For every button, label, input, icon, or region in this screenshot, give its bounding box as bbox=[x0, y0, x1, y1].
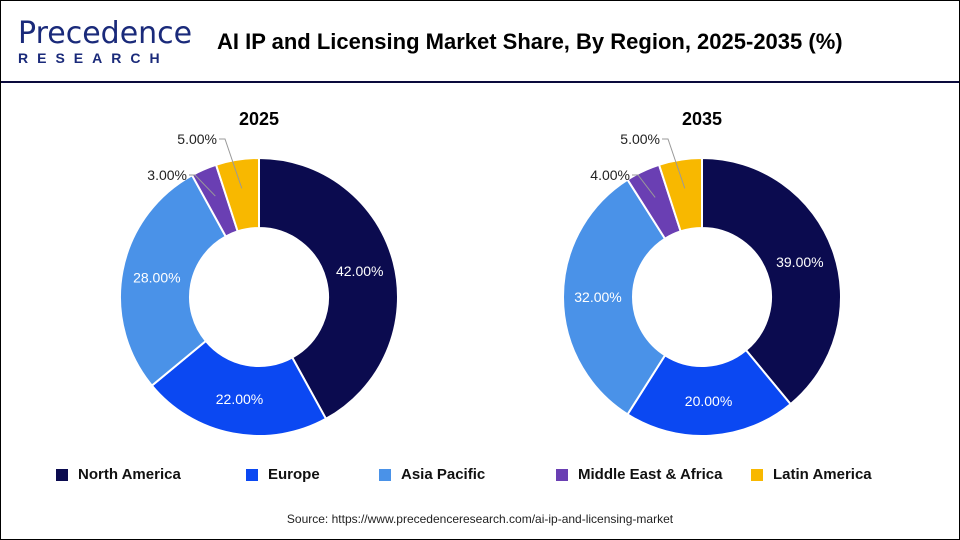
legend-swatch bbox=[556, 468, 568, 481]
slice-europe bbox=[626, 348, 793, 437]
data-label: 20.00% bbox=[685, 393, 732, 409]
slice-north-america bbox=[258, 156, 399, 421]
chart-title: AI IP and Licensing Market Share, By Reg… bbox=[217, 29, 843, 54]
logo: Precedence RESEARCH bbox=[18, 16, 193, 67]
slice-north-america bbox=[701, 156, 842, 406]
leader-line bbox=[189, 174, 216, 197]
legend-swatch bbox=[379, 468, 391, 481]
logo-line1: Precedence bbox=[18, 16, 193, 51]
legend-label: Europe bbox=[268, 466, 320, 483]
data-label: 28.00% bbox=[133, 270, 180, 286]
slice-latin-america bbox=[214, 156, 260, 233]
legend-swatch bbox=[751, 468, 763, 481]
slice-europe bbox=[150, 339, 328, 437]
leader-line bbox=[662, 138, 686, 189]
legend-item: Europe bbox=[246, 466, 320, 483]
data-label: 4.00% bbox=[590, 167, 630, 183]
data-label: 3.00% bbox=[147, 167, 187, 183]
legend-label: Latin America bbox=[773, 466, 872, 483]
data-label: 32.00% bbox=[574, 289, 621, 305]
slice-asia-pacific bbox=[562, 178, 667, 416]
data-label: 39.00% bbox=[776, 254, 823, 270]
leader-line bbox=[219, 138, 243, 189]
source-note: Source: https://www.precedenceresearch.c… bbox=[286, 512, 674, 526]
slice-latin-america bbox=[657, 156, 703, 233]
donut-charts: 2025 42.00% 22.00% 28.00% 3.00% 5.00% 2035 39.0… bbox=[119, 109, 842, 437]
legend-swatch bbox=[246, 468, 258, 481]
data-label: 5.00% bbox=[620, 131, 660, 147]
legend-label: Middle East & Africa bbox=[578, 466, 723, 483]
legend-swatch bbox=[56, 468, 68, 481]
donut-title: 2025 bbox=[239, 109, 279, 129]
data-label: 42.00% bbox=[336, 263, 383, 279]
donut-title: 2035 bbox=[682, 109, 722, 129]
legend-item: Latin America bbox=[751, 466, 872, 483]
legend-item: North America bbox=[56, 466, 181, 483]
data-label: 22.00% bbox=[216, 391, 263, 407]
donut-2025: 2025 42.00% 22.00% 28.00% 3.00% 5.00% bbox=[119, 109, 399, 437]
legend-item: Asia Pacific bbox=[379, 466, 485, 483]
legend-label: North America bbox=[78, 466, 181, 483]
legend-label: Asia Pacific bbox=[401, 466, 486, 483]
leader-line bbox=[632, 174, 656, 198]
header-divider bbox=[1, 81, 959, 83]
logo-line2: RESEARCH bbox=[18, 50, 169, 66]
data-label: 5.00% bbox=[177, 131, 217, 147]
donut-2035: 2035 39.00% 20.00% 32.00% 4.00% 5.00% bbox=[562, 109, 842, 437]
slice-asia-pacific bbox=[119, 173, 228, 388]
legend-item: Middle East & Africa bbox=[556, 466, 722, 483]
